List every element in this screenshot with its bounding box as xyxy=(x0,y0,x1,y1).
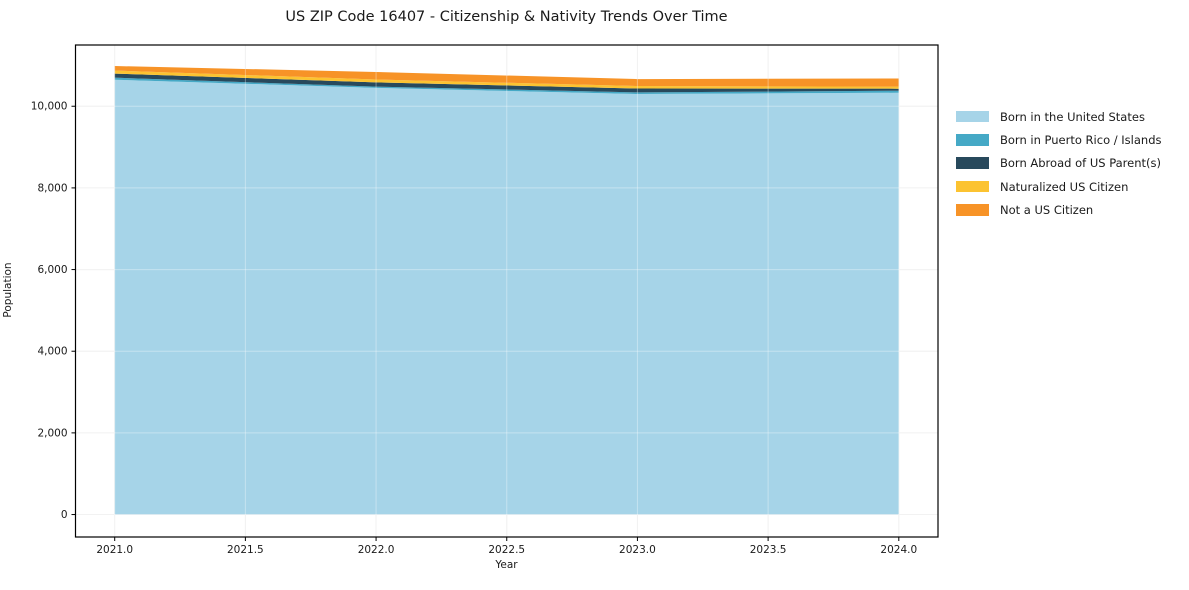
legend-label: Naturalized US Citizen xyxy=(1000,179,1129,194)
x-tick-label: 2021.0 xyxy=(96,544,133,556)
legend-label: Not a US Citizen xyxy=(1000,202,1094,217)
y-tick-label: 6,000 xyxy=(37,264,67,276)
legend-item-born-in-the-united-states: Born in the United States xyxy=(956,105,1162,128)
legend-swatch-icon xyxy=(956,134,989,146)
x-tick-label: 2022.0 xyxy=(358,544,395,556)
y-tick-label: 8,000 xyxy=(37,182,67,194)
x-tick-label: 2023.0 xyxy=(619,544,656,556)
area-not-a-us-citizen xyxy=(114,66,899,87)
legend-label: Born in Puerto Rico / Islands xyxy=(1000,132,1162,147)
area-born-in-puerto-rico-islands xyxy=(114,77,899,94)
legend-item-born-abroad-of-us-parent-s: Born Abroad of US Parent(s) xyxy=(956,152,1162,175)
x-tick-label: 2024.0 xyxy=(880,544,917,556)
legend: Born in the United States Born in Puerto … xyxy=(956,105,1162,221)
legend-item-not-a-us-citizen: Not a US Citizen xyxy=(956,198,1162,221)
y-tick-label: 10,000 xyxy=(31,101,68,113)
y-tick-label: 4,000 xyxy=(37,346,67,358)
area-naturalized-us-citizen xyxy=(114,70,899,89)
x-tick-label: 2021.5 xyxy=(227,544,264,556)
y-tick-label: 2,000 xyxy=(37,427,67,439)
legend-label: Born in the United States xyxy=(1000,109,1145,124)
legend-swatch-icon xyxy=(956,180,989,193)
y-tick-label: 0 xyxy=(61,509,68,521)
legend-swatch-icon xyxy=(956,204,989,216)
legend-label: Born Abroad of US Parent(s) xyxy=(1000,156,1161,171)
x-axis-label: Year xyxy=(495,559,518,571)
legend-item-born-in-puerto-rico-islands: Born in Puerto Rico / Islands xyxy=(956,128,1162,151)
x-tick-label: 2022.5 xyxy=(488,544,525,556)
area-born-in-the-united-states xyxy=(114,79,899,515)
x-tick-label: 2023.5 xyxy=(750,544,787,556)
legend-swatch-icon xyxy=(956,157,989,169)
chart-title: US ZIP Code 16407 - Citizenship & Nativi… xyxy=(285,9,728,25)
y-axis-label: Population xyxy=(2,262,14,318)
area-born-abroad-of-us-parent-s xyxy=(114,73,899,93)
legend-swatch-icon xyxy=(956,110,989,123)
legend-item-naturalized-us-citizen: Naturalized US Citizen xyxy=(956,175,1162,198)
